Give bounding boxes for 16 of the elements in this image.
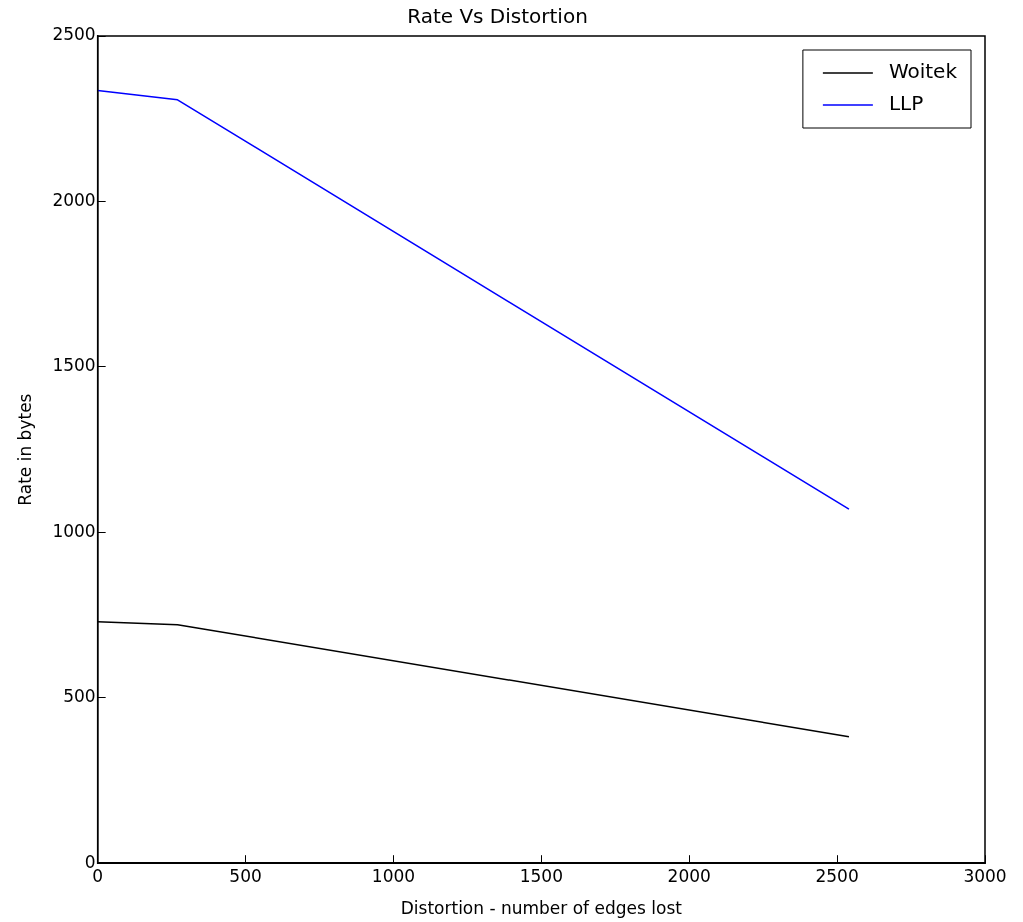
x-tick-label: 2000 — [667, 865, 711, 886]
legend-label: LLP — [888, 91, 924, 116]
x-axis-title: Distortion - number of edges lost — [400, 898, 683, 919]
y-tick-label: 1500 — [52, 355, 96, 376]
y-tick-label: 2500 — [52, 24, 96, 45]
x-tick-label: 2500 — [815, 865, 859, 886]
x-tick-label: 1000 — [371, 865, 416, 886]
x-tick-label: 3000 — [963, 865, 1007, 886]
y-axis-title: Rate in bytes — [14, 393, 35, 506]
y-tick-label: 2000 — [52, 189, 96, 210]
x-tick-label: 1500 — [519, 865, 563, 886]
y-tick-label: 1000 — [52, 520, 96, 541]
x-tick-label: 500 — [229, 865, 262, 886]
legend-label: Woitek — [888, 59, 958, 84]
y-tick-label: 500 — [63, 686, 96, 707]
chart-title: Rate Vs Distortion — [407, 4, 588, 29]
